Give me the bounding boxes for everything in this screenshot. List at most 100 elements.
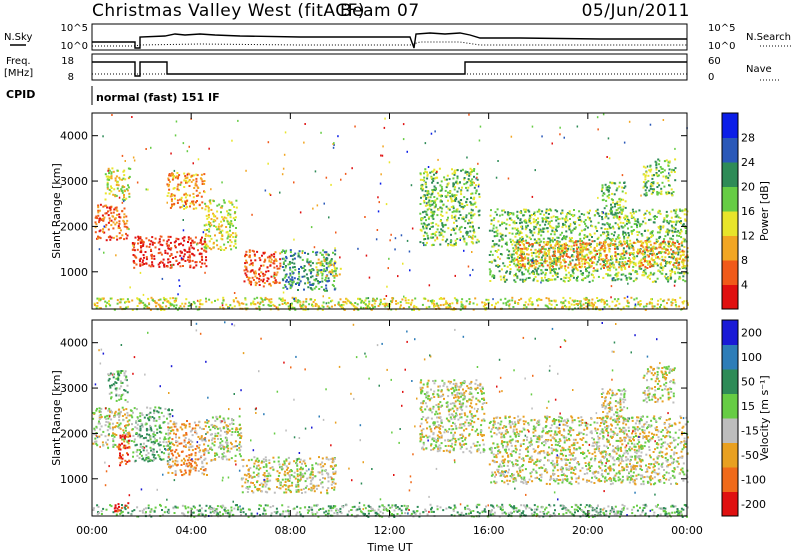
data-cell [460,305,463,308]
data-cell [571,229,574,232]
data-cell [484,308,487,311]
data-cell [395,300,397,303]
data-cell [573,303,576,306]
data-cell [531,195,534,198]
data-cell [279,262,282,265]
data-cell [544,243,547,246]
data-cell [297,252,300,255]
data-cell [364,299,367,302]
data-cell [433,188,435,191]
data-cell [212,246,215,249]
data-cell [565,242,567,245]
data-cell [636,234,639,236]
data-cell [664,235,667,238]
data-cell [329,273,332,276]
data-cell [493,231,496,234]
data-cell [631,229,634,232]
data-cell [572,221,575,224]
data-cell [614,279,617,282]
data-cell [557,222,560,225]
data-cell [218,223,220,226]
data-cell [602,231,604,234]
data-cell [98,299,101,302]
data-cell [387,267,389,270]
data-cell [121,154,124,157]
data-cell [182,142,185,145]
data-cell [286,287,289,290]
data-cell [675,252,678,254]
data-cell [434,177,437,180]
data-cell [426,177,429,180]
data-cell [451,172,454,175]
data-cell [543,250,546,253]
data-cell [454,227,457,230]
data-cell [425,213,428,216]
data-cell [629,212,632,215]
data-cell [139,242,142,244]
data-cell [115,221,118,224]
data-cell [105,212,108,215]
data-cell [98,248,101,251]
data-cell [552,262,555,265]
data-cell [205,256,207,259]
data-cell [455,219,458,222]
data-cell [546,264,549,267]
data-cell [659,306,661,308]
data-cell [321,308,324,311]
data-cell [547,243,550,246]
data-cell [573,251,576,253]
data-cell [186,181,189,184]
data-cell [454,217,457,220]
data-cell [131,116,133,118]
data-cell [640,261,643,264]
data-cell [555,268,557,271]
data-cell [606,222,609,225]
data-cell [428,305,431,308]
data-cell [561,226,564,229]
data-cell [459,230,462,233]
data-cell [545,216,548,219]
data-cell [122,393,125,396]
data-cell [425,232,428,235]
data-cell [105,420,108,423]
data-cell [316,274,319,277]
data-cell [418,308,421,311]
data-cell [588,263,591,266]
data-cell [671,302,674,305]
data-cell [104,226,107,229]
data-cell [208,221,210,223]
data-cell [605,235,608,237]
data-cell [377,196,379,199]
data-cell [515,265,518,268]
data-cell [203,249,206,252]
data-cell [327,301,330,304]
data-cell [311,275,314,278]
data-cell [591,256,594,259]
data-cell [207,216,210,219]
data-cell [632,280,635,283]
data-cell [102,430,105,433]
data-cell [640,252,643,255]
data-cell [113,373,116,376]
data-cell [126,440,129,443]
data-cell [196,299,199,302]
data-cell [554,271,556,274]
data-cell [607,268,609,271]
data-cell [670,216,673,219]
data-cell [183,172,186,175]
data-cell [508,232,511,235]
data-cell [492,227,495,230]
colorbar-segment [722,186,738,212]
data-cell [548,266,551,269]
data-cell [576,300,579,302]
data-cell [684,232,687,235]
data-cell [655,256,657,259]
data-cell [414,297,417,300]
data-cell [592,255,595,258]
data-cell [680,236,683,239]
data-cell [500,278,503,281]
data-cell [622,205,625,208]
data-cell [106,183,109,186]
data-cell [508,299,511,302]
data-cell [98,209,101,212]
